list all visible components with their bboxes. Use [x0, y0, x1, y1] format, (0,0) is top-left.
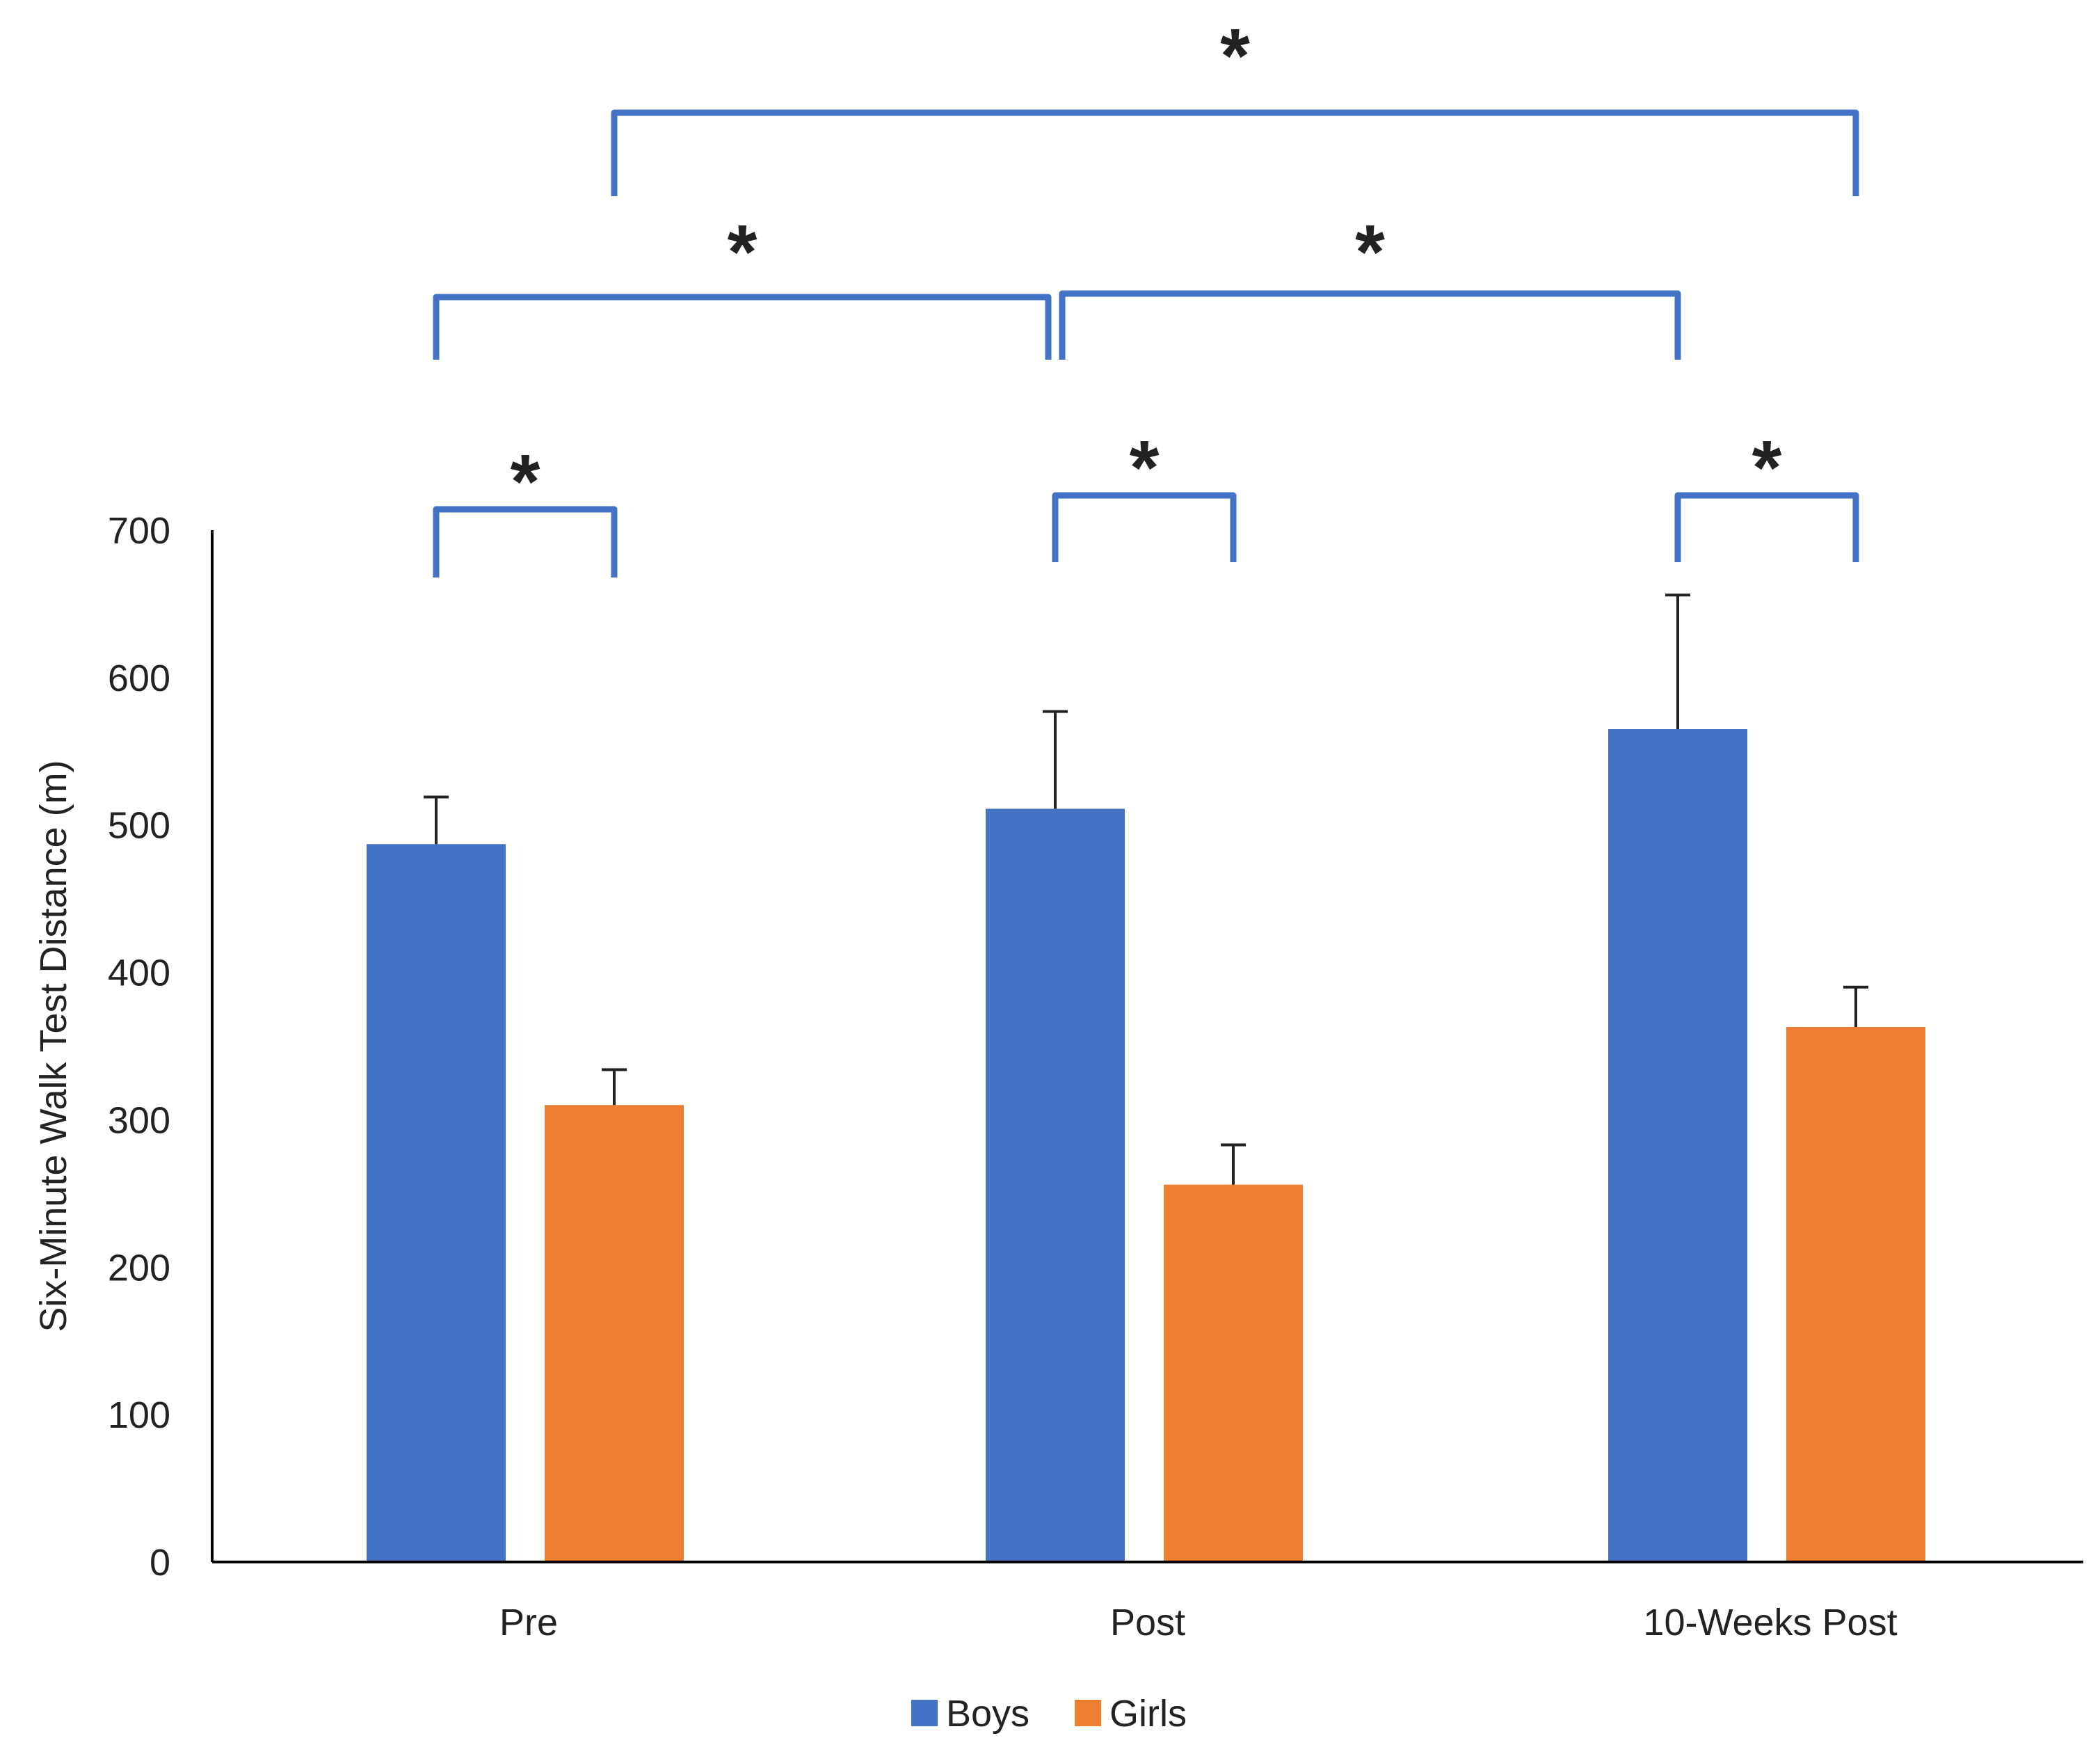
significance-bracket — [1674, 492, 1859, 562]
y-tick-label: 300 — [108, 1099, 170, 1141]
x-category-label: 10-Weeks Post — [1643, 1602, 1897, 1643]
x-category-label: Pre — [499, 1602, 558, 1643]
legend-swatch — [1075, 1700, 1101, 1726]
bar-girls — [1164, 1184, 1303, 1562]
bar-girls — [1786, 1026, 1925, 1562]
y-tick-label: 700 — [108, 510, 170, 552]
significance-bracket — [433, 294, 1052, 360]
legend-label: Girls — [1109, 1693, 1187, 1735]
significance-bracket — [1059, 290, 1681, 360]
bars — [367, 593, 1925, 1562]
legend: Boys Girls — [911, 1693, 1187, 1735]
significance-star: * — [1355, 209, 1385, 295]
y-tick-label: 600 — [108, 658, 170, 699]
bar-boys — [1608, 729, 1747, 1562]
y-tick-label: 100 — [108, 1394, 170, 1436]
significance-bracket — [433, 506, 618, 577]
y-tick-label: 200 — [108, 1247, 170, 1289]
bar-boys — [986, 808, 1125, 1562]
significance-star: * — [1752, 425, 1782, 511]
legend-swatch — [911, 1700, 938, 1726]
y-tick-label: 0 — [150, 1542, 170, 1584]
y-tick-label: 500 — [108, 805, 170, 847]
significance-star: * — [1220, 13, 1250, 99]
legend-item-girls: Girls — [1075, 1693, 1187, 1735]
significance-star: * — [511, 439, 540, 525]
bar-girls — [545, 1105, 684, 1562]
y-axis-title: Six-Minute Walk Test Distance (m) — [33, 760, 74, 1332]
legend-label: Boys — [946, 1693, 1029, 1735]
significance-star: * — [1130, 425, 1160, 511]
significance-bracket — [1052, 492, 1237, 562]
y-tick-label: 400 — [108, 953, 170, 994]
x-category-label: Post — [1110, 1602, 1185, 1643]
legend-item-boys: Boys — [911, 1693, 1029, 1735]
bar-boys — [367, 844, 506, 1562]
x-axis: Pre Post 10-Weeks Post — [212, 1561, 2083, 1643]
significance-bracket — [611, 109, 1859, 196]
significance-star: * — [728, 209, 758, 295]
significance-brackets: * * * * * * — [433, 13, 1859, 577]
y-axis: 0 100 200 300 400 500 600 700 Six-Minute Walk Te… — [33, 510, 214, 1584]
